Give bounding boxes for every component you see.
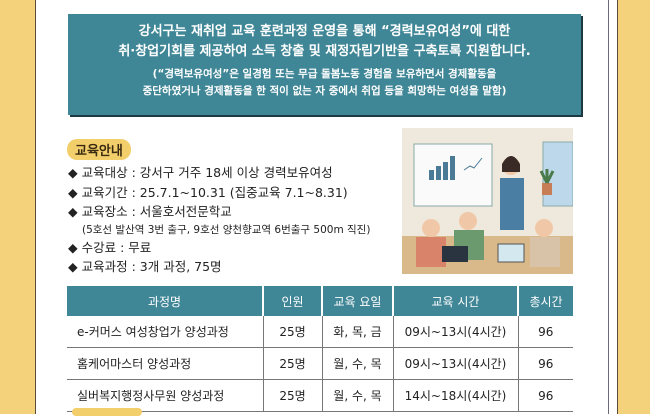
cell-capacity: 25명 (263, 316, 323, 348)
next-section-badge-partial (72, 408, 142, 416)
info-item: ◆ 교육과정 : 3개 과정, 75명 (68, 259, 222, 274)
cell-course: 실버복지행정사무원 양성과정 (67, 379, 264, 412)
cell-total-hours: 96 (518, 316, 573, 348)
cell-days: 화, 목, 금 (322, 316, 394, 348)
intro-note-1: (“경력보유여성”은 일경험 또는 무급 돌봄노동 경험을 보유하면서 경제활동… (152, 68, 497, 80)
column-header: 교육 시간 (393, 286, 519, 316)
cell-capacity: 25명 (263, 347, 323, 380)
table-header-row: 과정명 인원 교육 요일 교육 시간 총시간 (67, 286, 573, 316)
cell-capacity: 25명 (263, 379, 323, 412)
cell-total-hours: 96 (518, 379, 573, 412)
column-header: 과정명 (67, 286, 264, 316)
diamond-bullet-icon: ◆ (68, 184, 78, 200)
diamond-bullet-icon: ◆ (68, 259, 78, 274)
table-row: 실버복지행정사무원 양성과정 25명 월, 수, 목 14시~18시(4시간) … (67, 379, 573, 412)
info-list: ◆ 교육대상 : 강서구 거주 18세 이상 경력보유여성 ◆ 교육기간 : 25.… (68, 163, 370, 277)
cell-time: 14시~18시(4시간) (393, 379, 519, 412)
cell-course: e-커머스 여성창업가 양성과정 (67, 316, 264, 348)
intro-line-2: 취·창업기회를 제공하여 소득 창출 및 재정자립기반을 구축토록 지원합니다. (118, 44, 531, 59)
course-table: 과정명 인원 교육 요일 교육 시간 총시간 e-커머스 여성창업가 양성과정 … (67, 286, 573, 412)
intro-box: 강서구는 재취업 교육 훈련과정 운영을 통해 “경력보유여성”에 대한 취·창… (68, 14, 581, 115)
column-header: 교육 요일 (322, 286, 394, 316)
intro-line-1: 강서구는 재취업 교육 훈련과정 운영을 통해 “경력보유여성”에 대한 (138, 24, 511, 39)
diamond-bullet-icon: ◆ (68, 204, 78, 219)
info-item: ◆ 교육장소 : 서울호서전문학교 (68, 204, 232, 219)
classroom-illustration (402, 128, 573, 274)
left-border-band (0, 0, 36, 414)
info-item: ◆ 수강료 : 무료 (68, 239, 152, 255)
column-header: 총시간 (518, 286, 573, 316)
table-row: 홈케어마스터 양성과정 25명 월, 수, 목 09시~13시(4시간) 96 (67, 347, 573, 380)
cell-course: 홈케어마스터 양성과정 (67, 347, 264, 380)
cell-days: 월, 수, 목 (322, 347, 394, 380)
info-item: ◆ 교육기간 : 25.7.1~10.31 (집중교육 7.1~8.31) (68, 184, 348, 200)
cell-total-hours: 96 (518, 347, 573, 380)
cell-days: 월, 수, 목 (322, 379, 394, 412)
cell-time: 09시~13시(4시간) (393, 316, 519, 348)
cell-time: 09시~13시(4시간) (393, 347, 519, 380)
column-header: 인원 (263, 286, 323, 316)
section-title: 교육안내 (67, 139, 131, 160)
intro-note-2: 중단하였거나 경제활동을 한 적이 없는 자 중에서 취업 등을 희망하는 여성… (142, 85, 507, 97)
right-border-band (617, 0, 650, 414)
diamond-bullet-icon: ◆ (68, 239, 78, 255)
table-row: e-커머스 여성창업가 양성과정 25명 화, 목, 금 09시~13시(4시간… (67, 316, 573, 348)
info-item: ◆ 교육대상 : 강서구 거주 18세 이상 경력보유여성 (68, 165, 333, 180)
location-note: (5호선 발산역 3번 출구, 9호선 양천향교역 6번출구 500m 직진) (82, 223, 371, 236)
right-divider (608, 0, 609, 414)
diamond-bullet-icon: ◆ (68, 165, 78, 180)
